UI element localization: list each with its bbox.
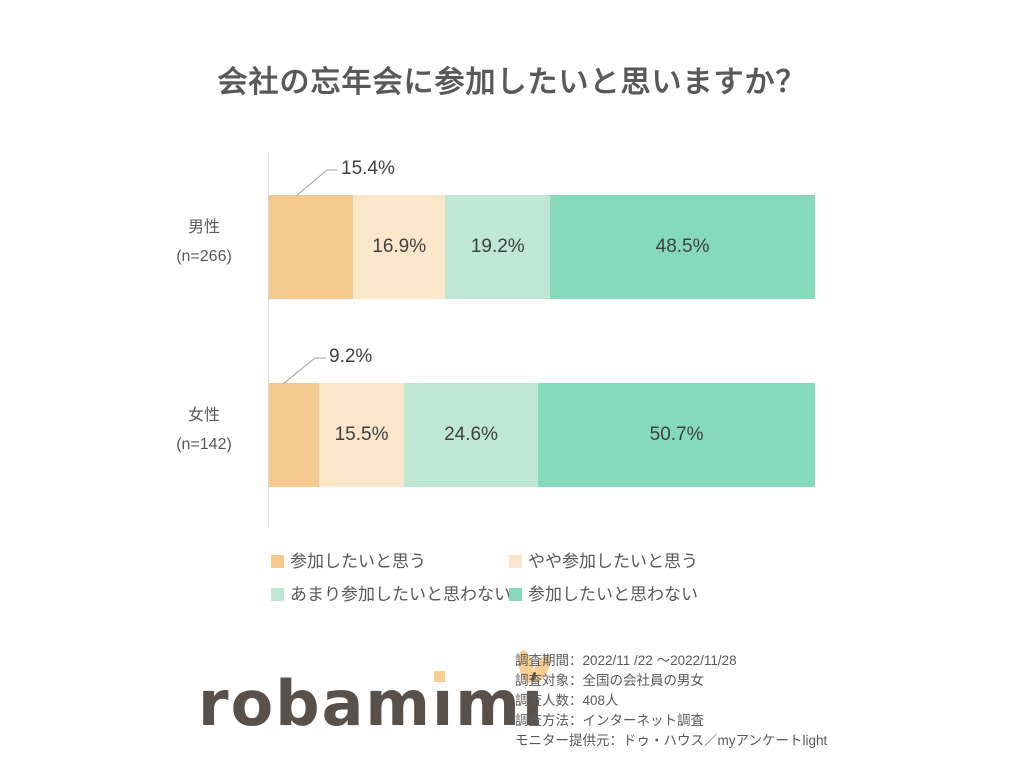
category-name: 男性 [187, 219, 220, 236]
legend-swatch-icon [271, 588, 284, 601]
y-axis-line [268, 152, 269, 528]
data-label: 50.7% [649, 424, 704, 445]
category-label-male: 男性 (n=266) [144, 213, 264, 271]
data-label-callout-female: 9.2% [329, 346, 373, 367]
legend-item-1: 参加したいと思う [271, 551, 509, 572]
legend-item-4: 参加したいと思わない [509, 584, 698, 605]
stacked-bar-female: 15.5% 24.6% 50.7% [269, 383, 815, 487]
survey-target: 調査対象：全国の会社員の男女 [515, 673, 704, 688]
survey-method: 調査方法：インターネット調査 [515, 713, 704, 728]
survey-period: 調査期間：2022/11 /22 ～2022/11/28 [515, 653, 737, 668]
logo-letter: a [321, 667, 366, 740]
logo-letter: r [198, 667, 231, 740]
bar-segment [269, 195, 354, 299]
category-sample-size: (n=142) [176, 436, 232, 453]
data-label: 16.9% [372, 236, 427, 257]
logo-letter: o [230, 667, 276, 740]
legend-label: やや参加したいと思う [528, 552, 698, 571]
data-label: 19.2% [470, 236, 525, 257]
logo-letter-i-ears: ı [515, 648, 554, 741]
legend-label: 参加したいと思う [290, 552, 426, 571]
legend-swatch-icon [509, 555, 522, 568]
bar-segment: 48.5% [550, 195, 815, 299]
legend-item-2: やや参加したいと思う [509, 551, 698, 572]
bar-segment: 15.5% [319, 383, 404, 487]
logo-letter: b [275, 667, 322, 740]
category-label-female: 女性 (n=142) [144, 401, 264, 459]
bar-segment: 50.7% [538, 383, 815, 487]
logo-letter: m [455, 667, 522, 740]
logo-orange-dot-icon [434, 671, 446, 682]
survey-monitor-source: モニター提供元：ドゥ・ハウス／myアンケートlight [515, 733, 828, 748]
data-label: 15.5% [334, 424, 389, 445]
bar-segment: 19.2% [445, 195, 551, 299]
data-label-callout-male: 15.4% [341, 158, 395, 179]
logo-letter-i-dot: ı [432, 667, 456, 740]
data-label: 48.5% [655, 236, 710, 257]
stacked-bar-male: 16.9% 19.2% 48.5% [269, 195, 815, 299]
legend-item-3: あまり参加したいと思わない [271, 584, 511, 605]
survey-count: 調査人数：408人 [515, 693, 619, 708]
bar-segment [269, 383, 320, 487]
logo-letter: m [365, 667, 433, 740]
bar-segment: 24.6% [403, 383, 539, 487]
data-label: 24.6% [444, 424, 498, 445]
bar-segment: 16.9% [353, 195, 446, 299]
legend: 参加したいと思う やや参加したいと思う あまり参加したいと思わない 参加したいと… [271, 551, 698, 605]
category-name: 女性 [187, 407, 220, 424]
legend-label: 参加したいと思わない [528, 585, 698, 604]
legend-swatch-icon [509, 588, 522, 601]
legend-label: あまり参加したいと思わない [290, 585, 511, 604]
survey-details: 調査期間：2022/11 /22 ～2022/11/28 調査対象：全国の会社員… [515, 651, 827, 751]
category-sample-size: (n=266) [176, 248, 232, 265]
chart-title: 会社の忘年会に参加したいと思いますか？ [217, 66, 807, 99]
legend-swatch-icon [271, 555, 284, 568]
